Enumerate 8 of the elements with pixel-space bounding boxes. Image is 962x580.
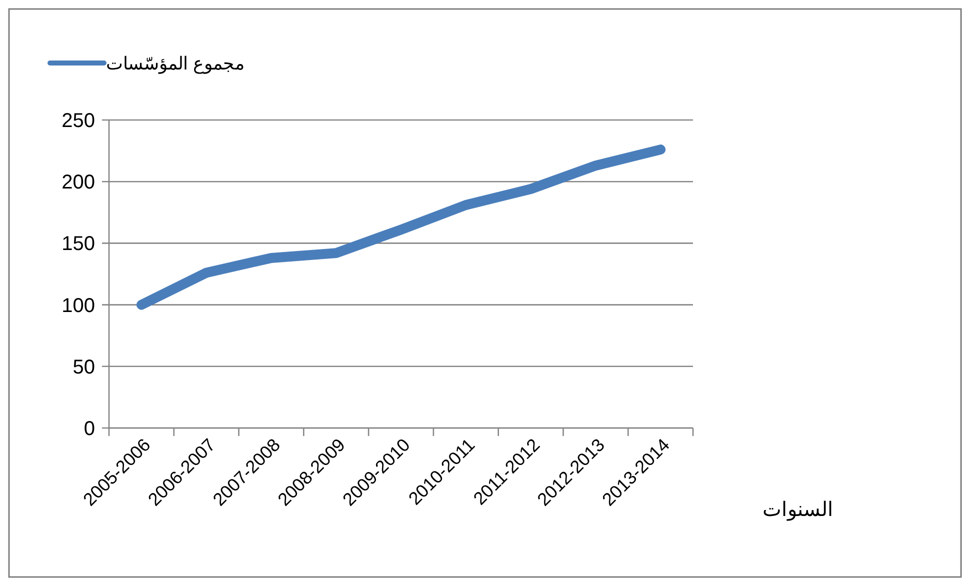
y-tick-label: 250 xyxy=(62,110,95,132)
y-tick-label: 150 xyxy=(62,233,95,256)
y-tick-label: 0 xyxy=(84,418,95,440)
legend-label: مجموع المؤسّسات xyxy=(106,53,246,74)
y-tick-label: 50 xyxy=(72,356,95,378)
y-tick-label: 100 xyxy=(62,294,95,317)
y-tick-label: 200 xyxy=(62,172,95,194)
x-axis-title: السنوات xyxy=(762,499,834,521)
